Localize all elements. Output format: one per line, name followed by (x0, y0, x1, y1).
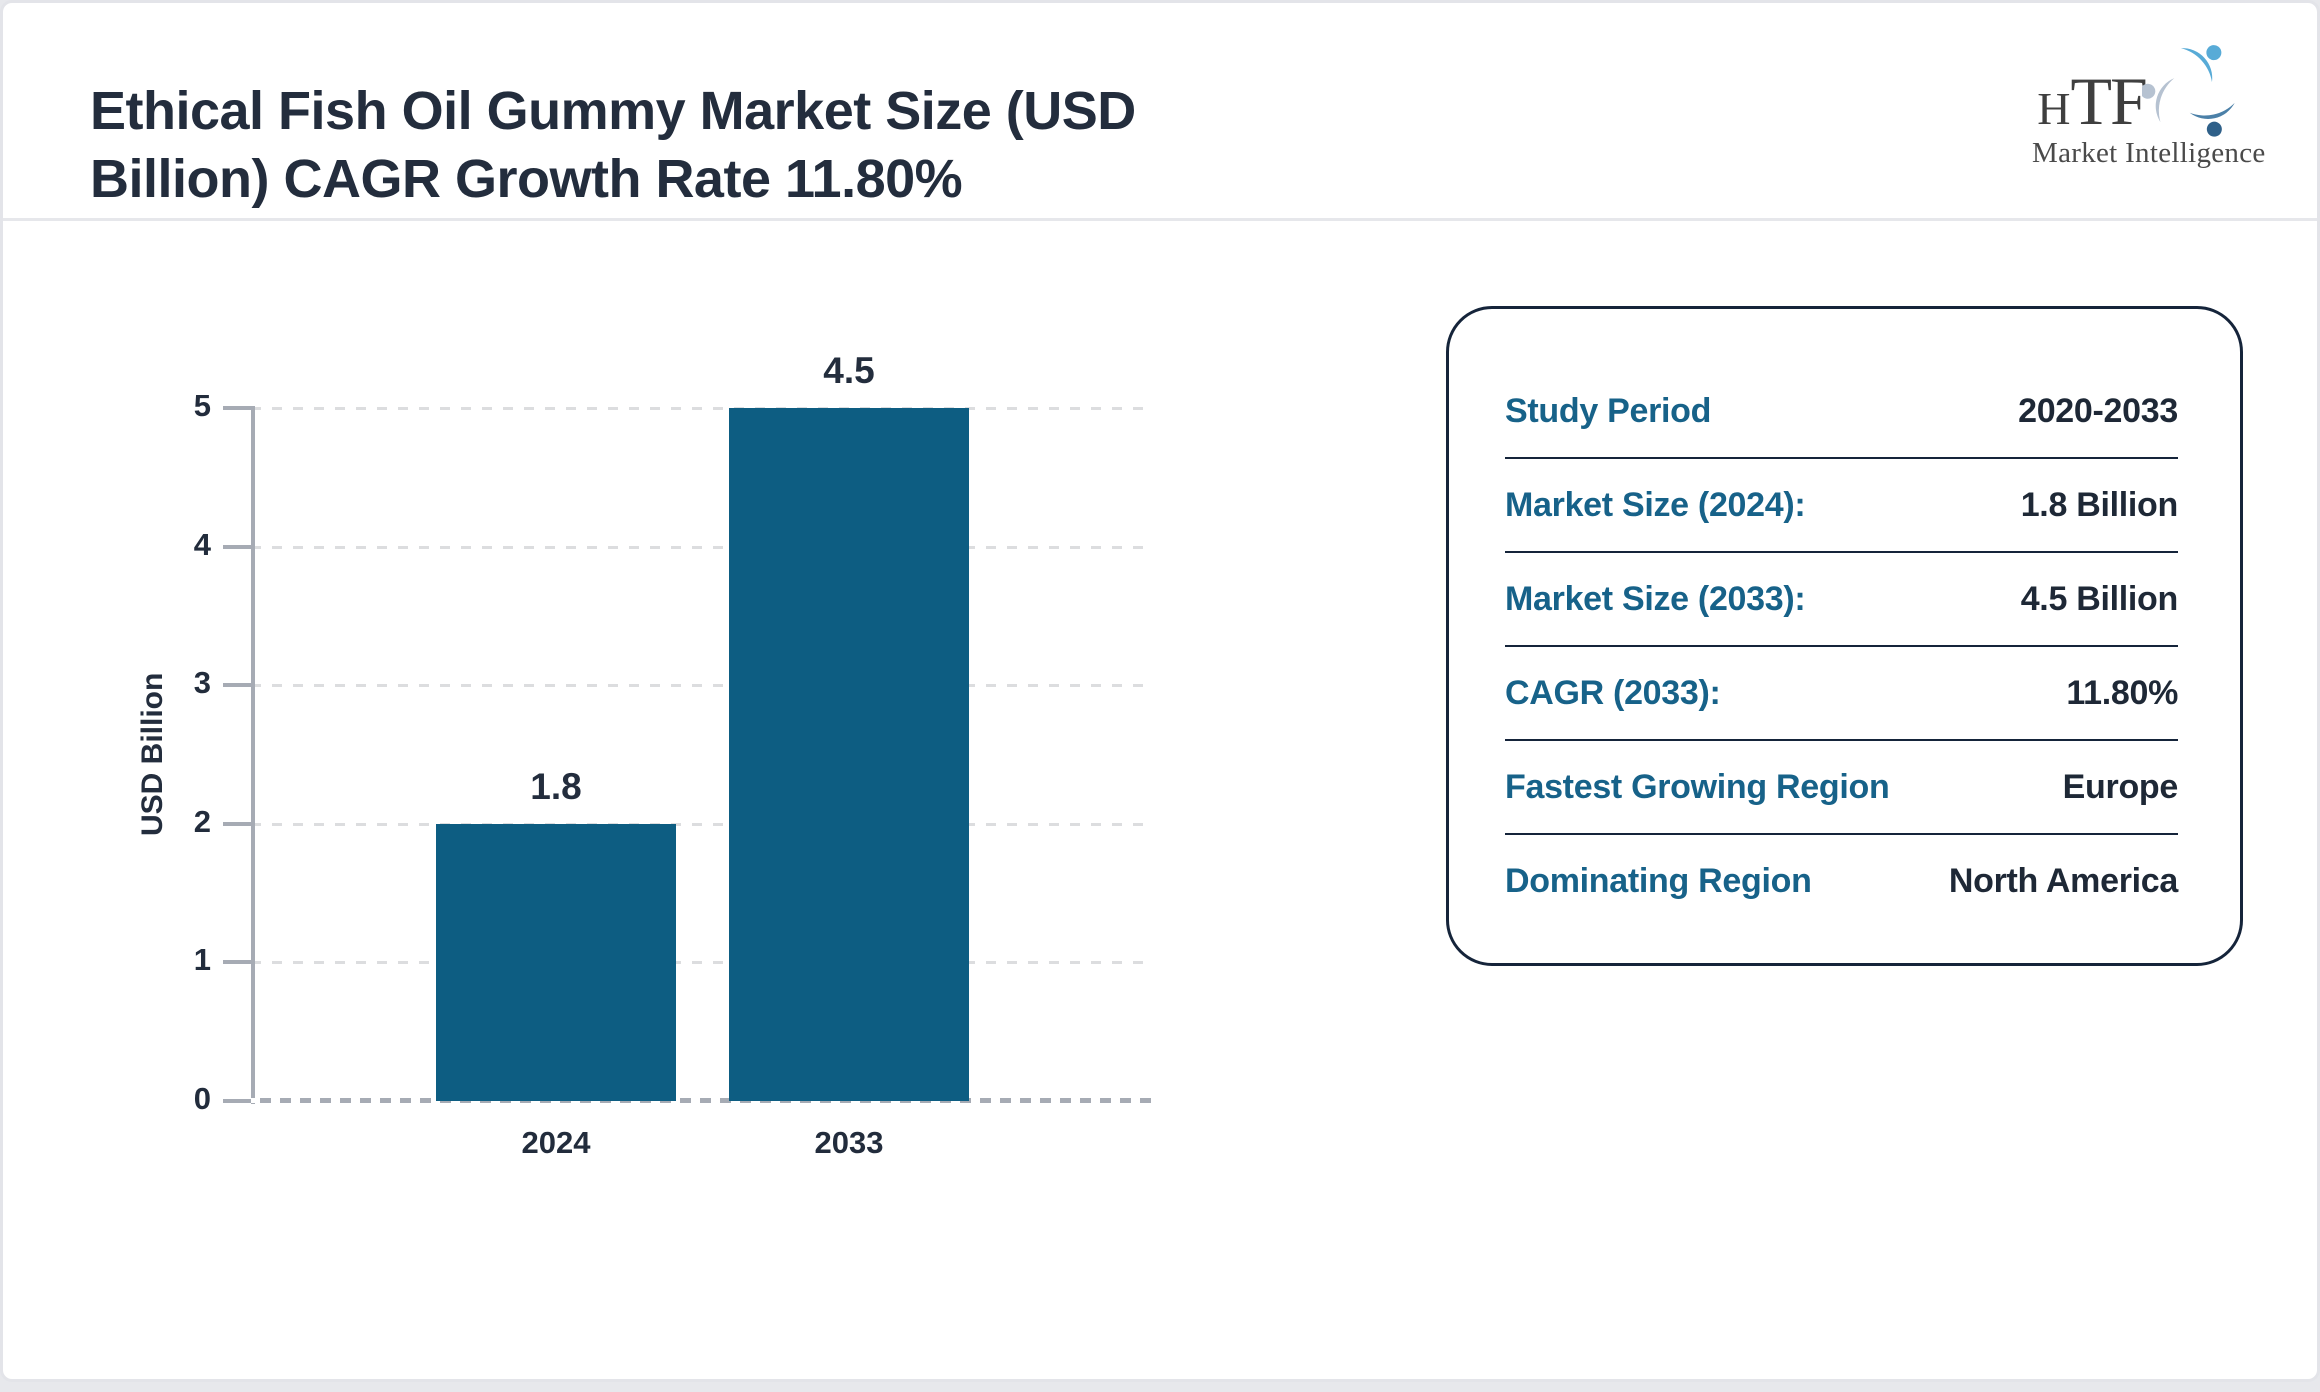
panel-row-label: Fastest Growing Region (1505, 767, 1890, 806)
y-tick-label: 1 (193, 942, 211, 978)
logo-letter-h: H (2037, 83, 2071, 135)
panel-row-dominating-region: Dominating Region North America (1505, 835, 2178, 927)
x-axis-zero-gridline (251, 1098, 1151, 1103)
y-gridline (251, 822, 1151, 826)
panel-row-value: 1.8 Billion (2020, 485, 2179, 524)
y-gridline (251, 961, 1151, 965)
y-tick-label: 0 (193, 1081, 211, 1116)
y-axis-tick (223, 544, 251, 549)
panel-row-value: Europe (2062, 767, 2179, 806)
plot-area: 0 1 2 3 4 5 1.8 2024 4.5 2033 (194, 350, 1151, 1160)
panel-row-value: 11.80% (2066, 673, 2178, 712)
y-axis-tick (223, 683, 251, 688)
panel-row-cagr: CAGR (2033): 11.80% (1505, 647, 2178, 741)
panel-row-label: Market Size (2033): (1505, 579, 1806, 618)
header-divider (3, 218, 2317, 221)
panel-row-fastest-growing-region: Fastest Growing Region Europe (1505, 741, 2178, 835)
logo-letters-tf: TF (2070, 63, 2147, 140)
y-tick-label: 4 (193, 526, 211, 562)
bar-value-label: 4.5 (823, 350, 875, 391)
y-axis-tick (223, 406, 251, 410)
bar-value-label: 1.8 (530, 765, 582, 807)
panel-row-market-size-2033: Market Size (2033): 4.5 Billion (1505, 553, 2178, 647)
y-gridline (251, 545, 1151, 549)
panel-row-study-period: Study Period 2020-2033 (1505, 365, 2178, 459)
logo-htf-text: HTF (2037, 67, 2148, 135)
y-axis-tick (223, 1099, 251, 1103)
y-axis-tick (223, 821, 251, 826)
panel-row-label: Study Period (1505, 391, 1712, 430)
panel-row-value: North America (1948, 861, 2178, 900)
y-axis-tick (223, 960, 251, 965)
y-tick-label: 2 (193, 803, 211, 839)
panel-row-label: CAGR (2033): (1505, 673, 1721, 712)
y-axis-line (251, 406, 255, 1104)
panel-row-label: Dominating Region (1505, 861, 1812, 900)
logo-subtitle: Market Intelligence (2032, 137, 2266, 169)
panel-row-value: 4.5 Billion (2020, 579, 2179, 618)
page-title-line-1: Ethical Fish Oil Gummy Market Size (USD (90, 81, 1136, 142)
summary-panel: Study Period 2020-2033 Market Size (2024… (1446, 306, 2243, 966)
htf-logo: HTF Market Inte (2032, 31, 2266, 170)
y-gridline (251, 407, 1151, 410)
panel-row-value: 2020-2033 (2018, 391, 2178, 430)
y-axis-title: USD Billion (136, 672, 169, 837)
y-tick-label: 3 (193, 665, 211, 701)
x-tick-label: 2033 (814, 1125, 884, 1160)
x-tick-label: 2024 (521, 1125, 591, 1160)
panel-row-market-size-2024: Market Size (2024): 1.8 Billion (1505, 459, 2178, 553)
y-gridline (251, 684, 1151, 688)
bar-2024 (436, 823, 676, 1101)
page-title: Ethical Fish Oil Gummy Market Size (USD … (90, 77, 1310, 213)
htf-logo-top: HTF (2032, 31, 2247, 137)
panel-row-label: Market Size (2024): (1505, 485, 1806, 524)
y-tick-label: 5 (193, 388, 211, 423)
page-title-line-2: Billion) CAGR Growth Rate 11.80% (90, 149, 963, 210)
logo-swirl-icon (2141, 45, 2235, 137)
bar-2033 (729, 408, 969, 1101)
